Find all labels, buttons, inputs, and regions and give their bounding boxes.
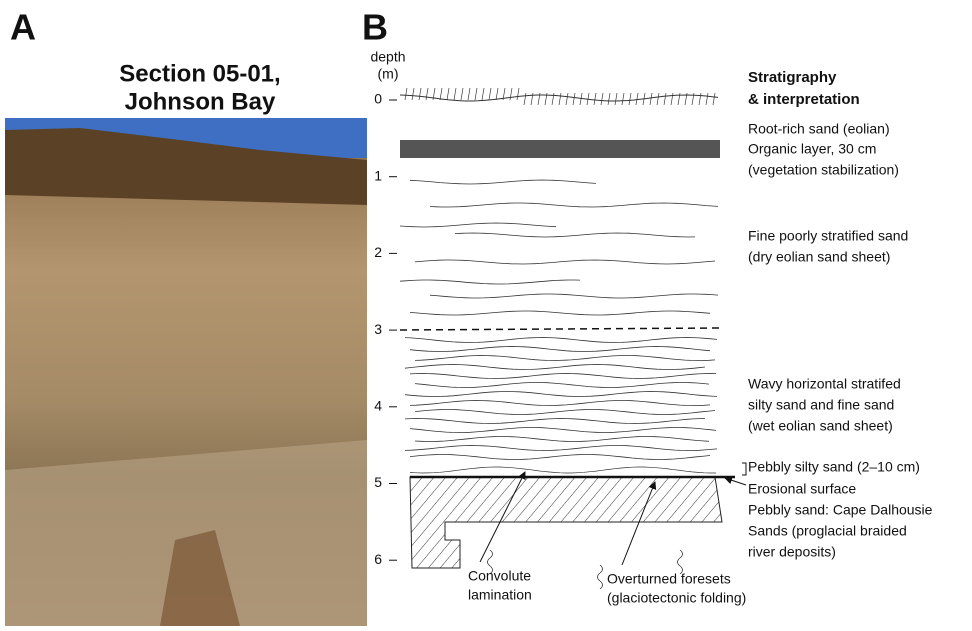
grass	[475, 88, 477, 100]
grass	[454, 88, 456, 100]
lamina	[410, 180, 596, 184]
figure: A Section 05-01, Johnson Bay B depth (m)…	[0, 0, 972, 626]
unit-text: (vegetation stabilization)	[748, 162, 899, 178]
grass	[482, 88, 484, 100]
unit-text: Erosional surface	[748, 481, 856, 497]
depth-tick-label: 1	[374, 167, 382, 183]
depth-tick-label: 2	[374, 244, 382, 260]
callout: Convolute	[468, 568, 531, 584]
unit-text: Wavy horizontal stratifed	[748, 376, 901, 392]
grass	[573, 93, 575, 105]
grass	[426, 88, 428, 100]
grass	[636, 93, 638, 105]
lamina	[405, 338, 717, 343]
lamina	[410, 401, 710, 406]
foresets	[410, 477, 722, 568]
grass	[664, 93, 666, 105]
heading: Stratigraphy	[748, 69, 837, 86]
grass	[671, 93, 673, 105]
lamina	[410, 347, 710, 352]
depth-tick-label: 3	[374, 321, 382, 337]
depth-tick-label: 6	[374, 551, 382, 567]
grass	[447, 88, 449, 100]
arrow	[725, 478, 746, 485]
grass	[524, 93, 526, 105]
squiggle	[598, 565, 603, 589]
unit-text: river deposits)	[748, 544, 836, 560]
depth-tick-label: 0	[374, 91, 382, 107]
grass	[650, 93, 652, 105]
unit-text: Fine poorly stratified sand	[748, 228, 908, 244]
unit-text: Organic layer, 30 cm	[748, 141, 876, 157]
lamina	[430, 294, 718, 298]
lamina	[430, 203, 718, 207]
lamina	[410, 311, 710, 315]
lamina	[415, 260, 715, 264]
unit-text: Pebbly silty sand (2–10 cm)	[748, 459, 920, 475]
unit-text: (wet eolian sand sheet)	[748, 418, 893, 434]
grass	[496, 88, 498, 100]
unit-text: Root-rich sand (eolian)	[748, 121, 890, 137]
unit-text: Sands (proglacial braided	[748, 523, 907, 539]
grass	[517, 88, 519, 100]
unit-text: Pebbly sand: Cape Dalhousie	[748, 502, 933, 518]
lamina	[405, 365, 705, 370]
grass	[468, 88, 470, 100]
grass	[489, 88, 491, 100]
organic-layer	[400, 140, 720, 158]
grass	[552, 93, 554, 105]
lamina	[415, 356, 715, 361]
depth-label: (m)	[378, 66, 399, 82]
grass	[461, 88, 463, 100]
grass	[706, 93, 708, 105]
heading: & interpretation	[748, 91, 860, 108]
callout: Overturned foresets	[607, 571, 731, 587]
unit-text: (dry eolian sand sheet)	[748, 249, 890, 265]
grass	[440, 88, 442, 100]
lamina	[410, 428, 716, 433]
lamina	[415, 437, 709, 442]
grass	[713, 93, 715, 105]
grass	[419, 88, 421, 100]
grass	[657, 93, 659, 105]
photo	[5, 118, 367, 626]
panel-label: B	[362, 7, 388, 48]
grass	[601, 93, 603, 105]
grass	[559, 93, 561, 105]
lamina	[455, 233, 695, 237]
lamina	[410, 374, 716, 379]
lamina	[405, 419, 705, 424]
grass	[510, 88, 512, 100]
lamina	[400, 280, 580, 284]
photo-title: Section 05-01,	[119, 60, 280, 87]
grass	[615, 93, 617, 105]
lamina	[415, 383, 709, 388]
grass	[405, 88, 407, 100]
photo-title: Johnson Bay	[125, 88, 276, 115]
grass	[629, 93, 631, 105]
grass	[412, 88, 414, 100]
lamina	[405, 392, 717, 397]
unit-text: silty sand and fine sand	[748, 397, 894, 413]
contact	[400, 328, 720, 330]
callout: (glaciotectonic folding)	[607, 590, 746, 606]
lamina	[415, 410, 715, 415]
depth-tick-label: 5	[374, 474, 382, 490]
grass	[566, 93, 568, 105]
lamina	[410, 455, 710, 460]
lamina	[400, 223, 556, 227]
depth-tick-label: 4	[374, 398, 382, 414]
callout: lamination	[468, 587, 532, 603]
panel-label: A	[10, 7, 36, 48]
grass	[608, 93, 610, 105]
bracket	[742, 463, 746, 475]
depth-label: depth	[370, 49, 405, 65]
grass	[594, 93, 596, 105]
lamina	[405, 446, 717, 451]
grass	[699, 93, 701, 105]
lamina	[410, 467, 716, 473]
grass	[622, 93, 624, 105]
